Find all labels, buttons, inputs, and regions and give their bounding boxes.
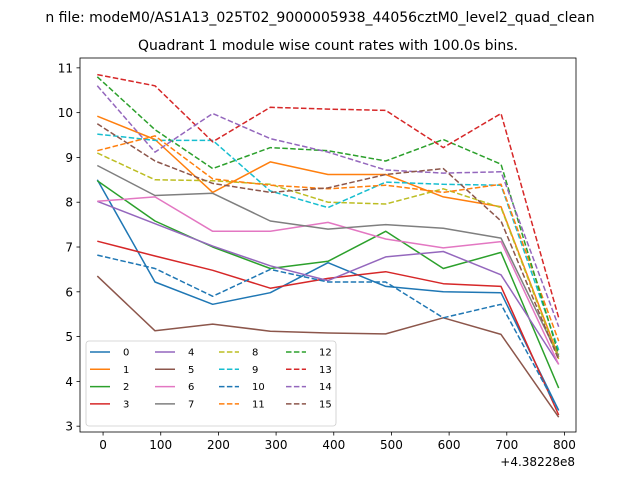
y-tick-label: 7 [65,241,73,255]
x-tick-label: 400 [322,438,345,452]
series-line-5 [96,275,560,418]
legend-label-12: 12 [319,348,332,359]
legend-label-8: 8 [252,348,258,359]
legend-label-15: 15 [319,399,332,410]
y-axis-ticks: 3 4 5 6 7 8 9 10 11 [58,61,80,434]
legend-label-0: 0 [123,348,129,359]
legend-label-3: 3 [123,399,129,410]
series-line-7 [96,164,560,358]
series-line-3 [97,240,560,416]
legend-label-5: 5 [188,365,194,376]
series-line-6 [97,196,560,365]
legend-label-4: 4 [188,348,194,359]
series-line-14 [96,85,560,327]
legend-label-13: 13 [319,365,332,376]
x-tick-label: 600 [438,438,461,452]
x-tick-label: 200 [207,438,230,452]
series-line-4 [97,200,560,365]
series-lines [96,73,560,418]
y-tick-label: 8 [65,196,73,210]
y-tick-label: 6 [65,285,73,299]
x-tick-label: 500 [380,438,403,452]
series-line-13 [97,73,560,319]
legend-label-7: 7 [188,399,194,410]
legend-label-10: 10 [252,382,265,393]
legend-label-6: 6 [188,382,194,393]
y-tick-label: 5 [65,330,73,344]
legend-label-1: 1 [123,365,129,376]
x-axis-ticks: 0 100 200 300 400 500 600 700 800 [99,432,576,452]
legend-label-2: 2 [123,382,129,393]
axes-frame [79,57,577,433]
series-line-10 [97,254,560,411]
legend-label-14: 14 [319,382,332,393]
figure-suptitle: n file: modeM0/AS1A13_025T02_9000005938_… [45,10,594,26]
x-tick-label: 700 [495,438,518,452]
legend-label-9: 9 [252,365,258,376]
legend-label-11: 11 [252,399,265,410]
series-line-8 [96,152,560,360]
series-line-9 [97,133,560,351]
legend-box [85,340,337,427]
y-tick-label: 3 [65,420,73,434]
series-line-12 [96,76,560,355]
y-tick-label: 10 [58,106,73,120]
series-line-15 [96,123,560,361]
x-tick-label: 0 [99,438,107,452]
x-tick-label: 300 [265,438,288,452]
x-axis-offset-label: +4.38228e8 [500,455,575,469]
series-line-2 [96,180,560,389]
x-tick-label: 100 [149,438,172,452]
chart-title: Quadrant 1 module wise count rates with … [138,38,518,54]
x-tick-label: 800 [553,438,576,452]
axes-border [79,57,577,433]
y-tick-label: 4 [65,375,73,389]
series-line-0 [96,179,560,411]
series-line-11 [97,135,560,342]
y-tick-label: 9 [65,151,73,165]
y-tick-label: 11 [58,61,73,75]
